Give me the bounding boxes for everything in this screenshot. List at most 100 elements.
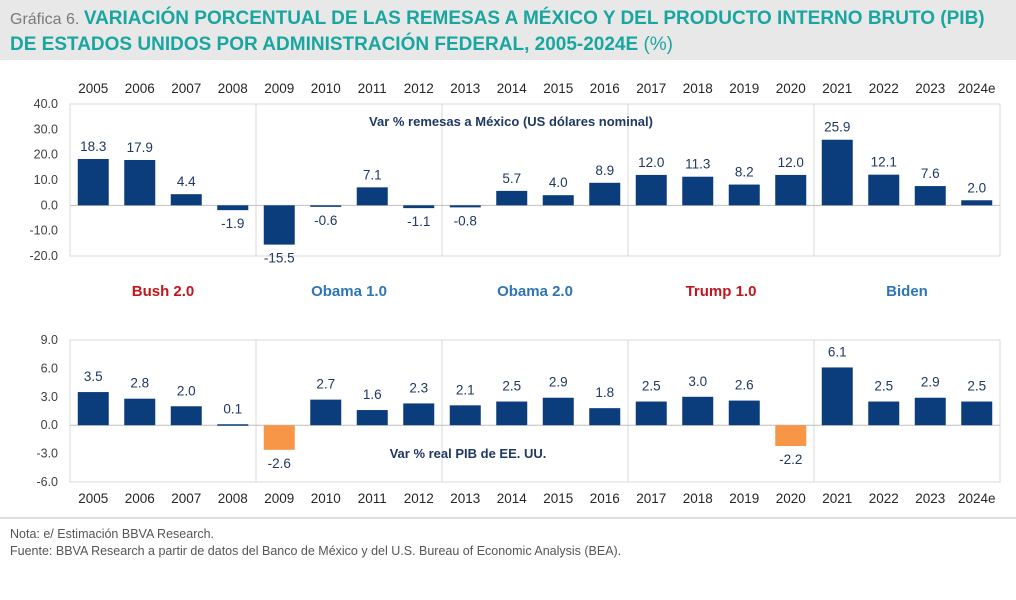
top-x-tick-label: 2007 — [171, 81, 201, 96]
bottom-y-tick-label: -3.0 — [36, 447, 58, 461]
bottom-data-label: 2.5 — [874, 379, 893, 394]
top-bar — [310, 205, 342, 207]
bottom-bar — [449, 405, 481, 426]
bottom-x-tick-label: 2007 — [171, 491, 201, 506]
bottom-x-tick-label: 2012 — [404, 491, 434, 506]
bottom-x-tick-label: 2009 — [264, 491, 294, 506]
top-x-tick-label: 2023 — [915, 81, 945, 96]
top-bar — [356, 187, 388, 206]
top-y-tick-label: -10.0 — [30, 224, 59, 238]
top-bar — [682, 176, 714, 206]
top-x-tick-label: 2021 — [822, 81, 852, 96]
bottom-bar — [821, 367, 853, 426]
top-x-tick-label: 2011 — [358, 81, 387, 96]
top-data-label: -15.5 — [264, 251, 295, 266]
bottom-bar — [868, 401, 900, 426]
bottom-data-label: 2.5 — [502, 379, 521, 394]
top-data-label: 12.1 — [871, 155, 897, 170]
top-bar — [263, 205, 295, 245]
top-bar — [961, 200, 993, 206]
bottom-bar — [589, 408, 621, 426]
top-bar — [403, 205, 435, 209]
bottom-x-tick-label: 2015 — [543, 491, 573, 506]
bottom-bar — [217, 424, 249, 426]
top-data-label: 4.4 — [177, 174, 196, 189]
top-x-tick-label: 2018 — [683, 81, 713, 96]
top-x-tick-label: 2012 — [404, 81, 434, 96]
top-x-tick-label: 2022 — [869, 81, 899, 96]
bottom-series-title: Var % real PIB de EE. UU. — [390, 446, 547, 461]
top-bar — [77, 158, 109, 206]
bottom-bar — [542, 397, 574, 426]
top-x-tick-label: 2006 — [125, 81, 155, 96]
top-x-tick-label: 2024e — [958, 81, 996, 96]
top-data-label: 8.2 — [735, 165, 754, 180]
top-bar — [589, 182, 621, 206]
bottom-data-label: 2.5 — [967, 379, 986, 394]
bottom-data-label: 2.9 — [549, 375, 568, 390]
top-y-tick-label: 30.0 — [34, 122, 58, 136]
top-data-label: 2.0 — [967, 180, 986, 195]
bottom-bar — [914, 397, 946, 426]
bottom-data-label: 2.6 — [735, 378, 754, 393]
top-bar — [868, 174, 900, 206]
top-bar — [170, 194, 202, 206]
top-x-tick-label: 2017 — [636, 81, 666, 96]
top-bar — [449, 205, 481, 208]
bottom-bar — [310, 399, 342, 426]
bottom-x-tick-label: 2010 — [311, 491, 341, 506]
bottom-x-tick-label: 2019 — [729, 491, 759, 506]
bottom-x-tick-label: 2018 — [683, 491, 713, 506]
bottom-bar — [403, 403, 435, 426]
top-data-label: 12.0 — [638, 155, 664, 170]
top-data-label: -1.9 — [221, 216, 244, 231]
top-x-tick-label: 2019 — [729, 81, 759, 96]
administration-label: Obama 2.0 — [497, 283, 573, 300]
bottom-x-tick-label: 2014 — [497, 491, 528, 506]
bottom-data-label: 3.5 — [84, 369, 103, 384]
top-x-tick-label: 2013 — [450, 81, 480, 96]
bottom-x-tick-label: 2017 — [636, 491, 666, 506]
top-x-tick-label: 2015 — [543, 81, 573, 96]
bottom-data-label: 2.8 — [130, 376, 149, 391]
bottom-bar — [775, 425, 807, 447]
bottom-bar — [77, 392, 109, 426]
bottom-data-label: -2.6 — [268, 456, 291, 471]
top-data-label: -0.6 — [314, 213, 337, 228]
top-data-label: -0.8 — [454, 213, 477, 228]
bottom-data-label: 2.9 — [921, 375, 940, 390]
top-data-label: 12.0 — [778, 155, 804, 170]
top-x-tick-label: 2008 — [218, 81, 248, 96]
administration-label: Biden — [886, 283, 928, 300]
top-data-label: 4.0 — [549, 175, 568, 190]
bottom-bar — [682, 396, 714, 426]
bottom-bar — [356, 410, 388, 426]
top-bar — [217, 205, 249, 211]
remittances-gdp-chart: 40.0 30.0 20.0 10.0 0.0 -10.0 -20.0 9.0 6.0 3.0 0.… — [0, 81, 1016, 519]
bottom-bar — [124, 398, 156, 426]
administration-label: Obama 1.0 — [311, 283, 387, 300]
bottom-data-label: 1.8 — [595, 385, 614, 400]
bottom-bar — [170, 406, 202, 426]
top-x-tick-label: 2020 — [776, 81, 806, 96]
header-band: Gráfica 6. VARIACIÓN PORCENTUAL DE LAS R… — [0, 0, 1016, 60]
top-data-label: -1.1 — [407, 214, 430, 229]
bottom-data-label: 1.6 — [363, 387, 382, 402]
administration-label: Bush 2.0 — [132, 283, 195, 300]
bottom-data-label: 2.7 — [316, 377, 335, 392]
top-y-tick-label: 0.0 — [41, 198, 58, 212]
top-x-tick-label: 2010 — [311, 81, 341, 96]
top-bar — [728, 184, 760, 206]
bottom-plot-frame — [69, 339, 1001, 483]
bottom-bar — [635, 401, 667, 426]
bottom-x-tick-label: 2011 — [358, 491, 387, 506]
bottom-data-label: 2.1 — [456, 382, 475, 397]
top-y-tick-label: 10.0 — [34, 173, 58, 187]
top-data-label: 5.7 — [502, 171, 521, 186]
bottom-x-tick-label: 2020 — [776, 491, 806, 506]
top-data-label: 18.3 — [80, 139, 106, 154]
chart-title-text: VARIACIÓN PORCENTUAL DE LAS REMESAS A MÉ… — [10, 8, 985, 55]
bottom-data-label: 0.1 — [223, 401, 242, 416]
top-bar — [124, 159, 156, 206]
top-bar — [914, 186, 946, 206]
